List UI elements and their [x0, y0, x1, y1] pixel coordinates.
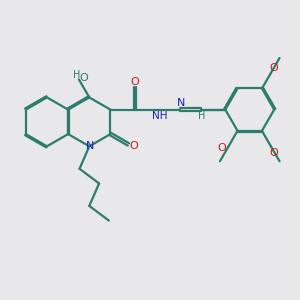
Text: O: O	[218, 143, 226, 153]
Text: NH: NH	[152, 112, 168, 122]
Text: O: O	[79, 73, 88, 83]
Text: O: O	[269, 148, 278, 158]
Text: O: O	[130, 77, 139, 87]
Text: O: O	[130, 141, 138, 151]
Text: N: N	[85, 141, 94, 151]
Text: H: H	[73, 70, 80, 80]
Text: O: O	[269, 63, 278, 73]
Text: H: H	[198, 111, 205, 121]
Text: N: N	[176, 98, 185, 108]
